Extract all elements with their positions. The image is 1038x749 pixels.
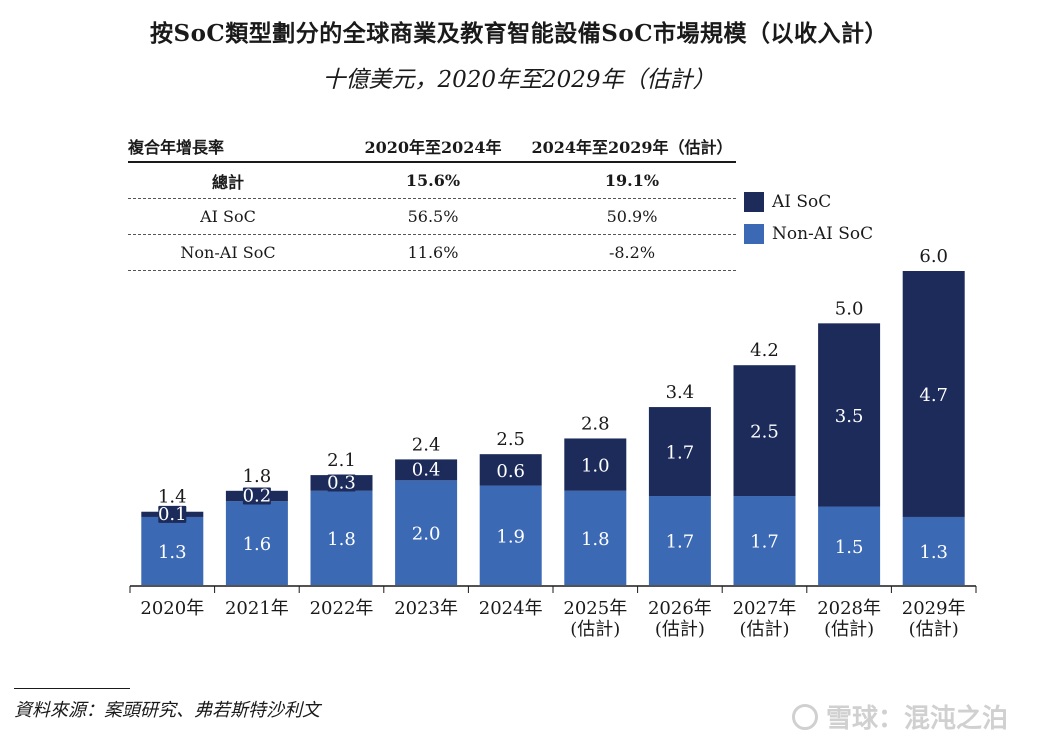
- data-label-nonai: 1.5: [835, 537, 864, 558]
- legend-item-nonai: Non-AI SoC: [744, 218, 873, 250]
- data-label-total: 2.5: [496, 429, 525, 450]
- bar-nonai-soc: [310, 490, 373, 585]
- source-note: 資料來源：案頭研究、弗若斯特沙利文: [14, 700, 320, 721]
- data-label-nonai: 1.9: [496, 526, 525, 547]
- cagr-row-value2: 19.1%: [604, 171, 660, 190]
- data-label-nonai: 1.3: [158, 542, 187, 563]
- data-label-ai: 2.5: [750, 422, 779, 443]
- data-label-ai: 1.0: [581, 456, 610, 477]
- data-label-nonai: 1.7: [750, 532, 779, 553]
- cagr-header-period2: 2024年至2029年（估計）: [531, 138, 733, 157]
- x-tick-label: 2021年: [225, 598, 289, 619]
- x-tick-label: 2020年: [140, 598, 204, 619]
- data-label-nonai: 1.8: [327, 529, 356, 550]
- x-tick-label: 2022年: [310, 598, 374, 619]
- data-label-nonai: 1.7: [666, 532, 695, 553]
- data-label-ai: 1.7: [666, 443, 695, 464]
- cagr-header-label: 複合年增長率: [128, 138, 225, 157]
- x-tick-label: 2028年: [817, 598, 881, 619]
- cagr-row-value1: 11.6%: [407, 243, 459, 262]
- data-label-ai: 0.1: [158, 504, 187, 525]
- bar-nonai-soc: [479, 485, 542, 585]
- x-tick-label: 2023年: [394, 598, 458, 619]
- bar-nonai-soc: [141, 516, 204, 585]
- cagr-table: 複合年增長率 2020年至2024年 2024年至2029年（估計） 總計 15…: [128, 131, 736, 271]
- bar-ai-soc: [818, 323, 881, 507]
- cagr-row-ai: AI SoC 56.5% 50.9%: [128, 199, 736, 235]
- legend-label-nonai: Non-AI SoC: [772, 224, 874, 244]
- x-tick-label: 2024年: [479, 598, 543, 619]
- x-tick-label: (估計): [909, 619, 959, 640]
- cagr-row-value1: 56.5%: [407, 207, 459, 226]
- data-label-total: 5.0: [835, 298, 864, 319]
- data-label-nonai: 2.0: [412, 524, 441, 545]
- data-label-ai: 0.3: [327, 472, 356, 493]
- watermark: 雪球：混沌之泊: [791, 698, 1008, 735]
- chart-subtitle: 十億美元，2020年至2029年（估計）: [322, 67, 716, 93]
- legend-swatch-ai: [744, 192, 764, 212]
- legend-swatch-nonai: [744, 224, 764, 244]
- cagr-header-period1: 2020年至2024年: [364, 138, 502, 157]
- data-label-ai: 0.6: [496, 461, 525, 482]
- bar-ai-soc: [648, 407, 711, 497]
- bar-ai-soc: [564, 438, 627, 491]
- x-tick-label: 2025年: [563, 598, 627, 619]
- x-tick-label: (估計): [824, 619, 874, 640]
- data-label-nonai: 1.3: [919, 542, 948, 563]
- data-label-ai-box: [158, 505, 187, 523]
- bar-nonai-soc: [564, 490, 627, 585]
- legend-label-ai: AI SoC: [772, 192, 832, 212]
- bar-ai-soc: [479, 454, 542, 486]
- bar-nonai-soc: [733, 496, 796, 585]
- data-label-ai: 0.2: [243, 486, 272, 507]
- data-label-ai: 3.5: [835, 406, 864, 427]
- chart-legend: AI SoC Non-AI SoC: [744, 186, 873, 250]
- x-tick-label: 2026年: [648, 598, 712, 619]
- bar-nonai-soc: [395, 480, 458, 585]
- x-tick-label: (估計): [570, 619, 620, 640]
- data-label-total: 2.8: [581, 413, 610, 434]
- data-label-ai-box: [327, 474, 356, 492]
- data-label-ai: 4.7: [919, 385, 948, 406]
- cagr-row-label: 總計: [211, 172, 244, 192]
- x-tick-label: 2029年: [902, 598, 966, 619]
- watermark-logo-icon: [791, 703, 818, 730]
- cagr-row-total: 總計 15.6% 19.1%: [128, 163, 736, 199]
- data-label-nonai: 1.6: [243, 534, 272, 555]
- cagr-header-row: 複合年增長率 2020年至2024年 2024年至2029年（估計）: [128, 131, 736, 163]
- bar-nonai-soc: [225, 501, 288, 585]
- cagr-row-label: Non-AI SoC: [180, 243, 276, 262]
- data-label-nonai: 1.8: [581, 529, 610, 550]
- x-tick-label: (估計): [739, 619, 789, 640]
- cagr-row-value2: -8.2%: [608, 243, 656, 262]
- cagr-row-nonai: Non-AI SoC 11.6% -8.2%: [128, 235, 736, 271]
- data-label-total: 4.2: [750, 340, 779, 361]
- source-divider: [14, 688, 130, 689]
- data-label-total: 3.4: [666, 382, 695, 403]
- cagr-row-value2: 50.9%: [606, 207, 658, 226]
- x-tick-label: (估計): [655, 619, 705, 640]
- bar-nonai-soc: [902, 516, 965, 585]
- watermark-text: 雪球：混沌之泊: [825, 704, 1008, 734]
- bar-ai-soc: [902, 271, 965, 517]
- data-label-total: 1.8: [243, 466, 272, 487]
- data-label-total: 2.4: [412, 434, 441, 455]
- data-label-ai-box: [242, 487, 271, 505]
- data-label-total: 6.0: [919, 246, 948, 267]
- x-tick-label: 2027年: [733, 598, 797, 619]
- cagr-row-value1: 15.6%: [405, 171, 461, 190]
- data-label-total: 2.1: [327, 450, 356, 471]
- data-label-ai-box: [412, 461, 441, 479]
- cagr-row-label: AI SoC: [200, 207, 256, 226]
- bar-nonai-soc: [648, 496, 711, 585]
- bar-ai-soc: [733, 365, 796, 497]
- bar-nonai-soc: [818, 506, 881, 585]
- data-label-total: 1.4: [158, 487, 187, 508]
- chart-title: 按SoC類型劃分的全球商業及教育智能設備SoC市場規模（以收入計）: [149, 20, 888, 47]
- data-label-ai: 0.4: [412, 459, 441, 480]
- legend-item-ai: AI SoC: [744, 186, 873, 218]
